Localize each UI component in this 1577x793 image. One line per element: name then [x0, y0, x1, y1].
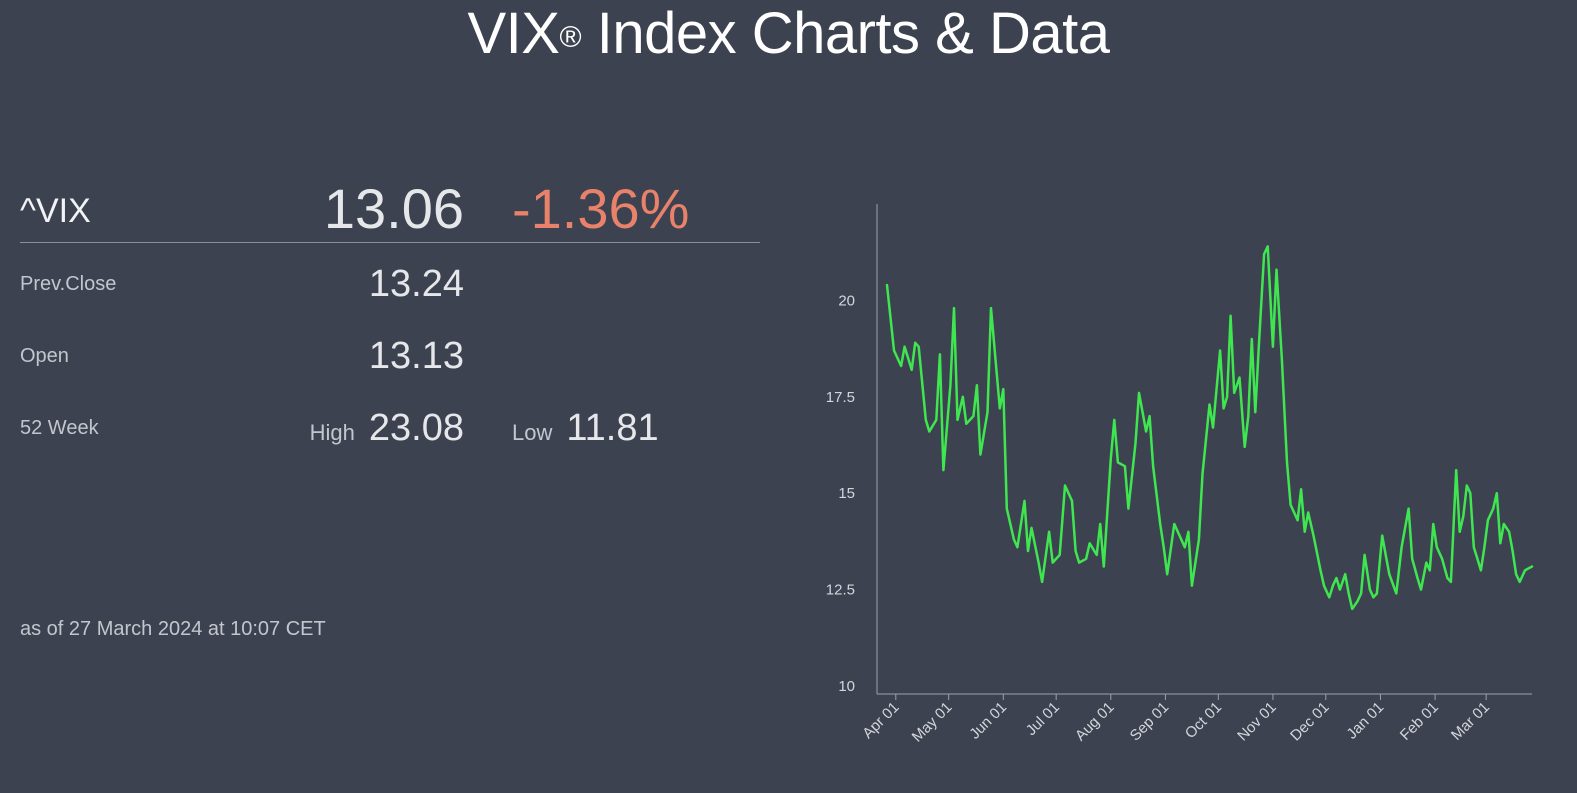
open-row: Open 13.13: [20, 315, 760, 387]
x-tick-label: Jun 01: [966, 699, 1010, 743]
prev-close-value: 13.24: [368, 263, 464, 305]
x-tick-label: Nov 01: [1234, 699, 1280, 745]
y-tick-label: 10: [838, 678, 855, 695]
high-label: High: [309, 420, 355, 445]
quote-main-row: ^VIX 13.06 -1.36%: [20, 170, 760, 243]
low-value: 11.81: [566, 407, 659, 449]
x-tick-label: Feb 01: [1397, 699, 1442, 744]
price-change: -1.36%: [512, 177, 690, 240]
prev-close-row: Prev.Close 13.24: [20, 243, 760, 315]
x-tick-label: Mar 01: [1448, 699, 1493, 744]
page-title: VIX® Index Charts & Data: [467, 1, 1110, 66]
last-price: 13.06: [323, 177, 464, 240]
x-tick-label: May 01: [909, 699, 956, 746]
high-value: 23.08: [368, 407, 464, 449]
x-tick-label: Oct 01: [1182, 699, 1225, 742]
low-label: Low: [512, 420, 553, 445]
registered-mark: ®: [559, 21, 582, 54]
x-tick-label: Sep 01: [1127, 699, 1173, 745]
x-tick-label: Apr 01: [859, 699, 902, 742]
week52-row: 52 Week High 23.08 Low 11.81: [20, 387, 760, 459]
vix-line-chart: 10 12.5 15 17.5 20 Apr 01 May 01 Jun 01 Jul 01 Au…: [826, 204, 1534, 746]
x-tick-label: Aug 01: [1072, 699, 1118, 745]
prev-close-label: Prev.Close: [20, 273, 117, 295]
x-tick-label: Dec 01: [1287, 699, 1333, 745]
week52-label: 52 Week: [20, 417, 99, 439]
y-tick-label: 15: [838, 485, 855, 502]
ticker-symbol: ^VIX: [20, 192, 91, 230]
quote-panel: ^VIX 13.06 -1.36% Prev.Close 13.24 Open …: [20, 170, 760, 459]
y-tick-label: 12.5: [826, 582, 855, 599]
x-tick-label: Jul 01: [1023, 699, 1063, 739]
y-tick-label: 20: [838, 292, 855, 309]
week52-low: Low 11.81: [512, 407, 659, 450]
y-tick-label: 17.5: [826, 389, 855, 406]
week52-high: High 23.08: [310, 407, 464, 450]
as-of-timestamp: as of 27 March 2024 at 10:07 CET: [20, 618, 326, 640]
x-tick-label: Jan 01: [1343, 699, 1387, 743]
open-value: 13.13: [368, 335, 464, 377]
vix-series-line: [885, 245, 1534, 611]
open-label: Open: [20, 345, 69, 367]
